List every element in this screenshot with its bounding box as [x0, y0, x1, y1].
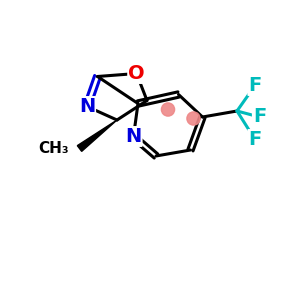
Text: N: N: [79, 97, 95, 116]
Text: F: F: [253, 107, 266, 127]
Circle shape: [161, 103, 175, 116]
Text: F: F: [248, 76, 262, 95]
Text: CH₃: CH₃: [38, 141, 69, 156]
Text: N: N: [125, 127, 142, 146]
Text: F: F: [248, 130, 262, 149]
Text: O: O: [128, 64, 145, 83]
Polygon shape: [77, 120, 117, 152]
Circle shape: [187, 112, 200, 125]
